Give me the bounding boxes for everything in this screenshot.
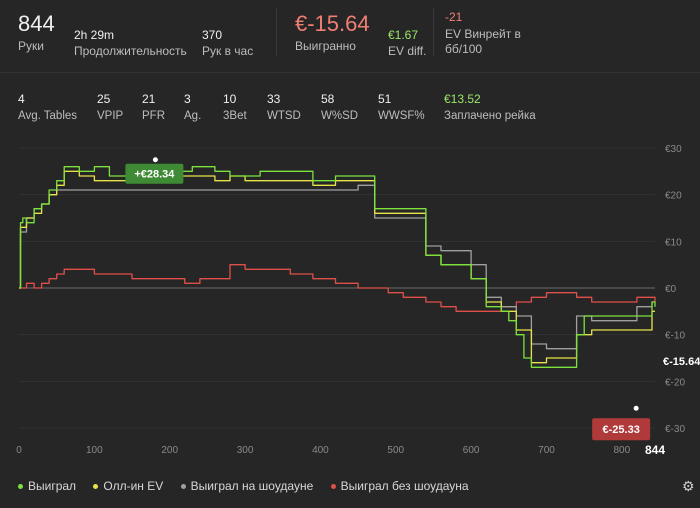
stat-3bet: 10 3Bet xyxy=(223,92,247,124)
chart-series xyxy=(19,166,656,368)
hands-stat: 844 Руки xyxy=(18,12,55,54)
legend-item-won[interactable]: Выиграл xyxy=(18,479,76,493)
stat-label: W%SD xyxy=(321,110,359,122)
stat-label: WWSF% xyxy=(378,110,425,122)
ev-diff-value: €1.67 xyxy=(388,28,419,42)
hands-per-hour-value: 370 xyxy=(202,28,223,42)
y-tick-label: €-30 xyxy=(665,424,685,435)
x-end-label: 844 xyxy=(645,443,665,457)
stat-value: 21 xyxy=(142,92,156,106)
legend-item-showdown[interactable]: Выиграл на шоудауне xyxy=(180,479,314,493)
hands-label: Руки xyxy=(18,39,44,53)
x-tick-label: 400 xyxy=(312,445,329,456)
y-tick-label: €10 xyxy=(665,237,682,248)
stat-value: 10 xyxy=(223,92,237,106)
stat-label: Avg. Tables xyxy=(18,110,78,122)
hands-per-hour-stat: 370 Рук в час xyxy=(202,28,253,59)
x-axis: 0 100 200 300 400 500 600 700 800 844 xyxy=(16,443,665,457)
session-summary: 844 Руки 2h 29m Продолжительность 370 Ру… xyxy=(0,0,700,64)
stat-vpip: 25 VPIP xyxy=(97,92,123,124)
chart-annotations: +€28.34 €-25.33 €-15.64 xyxy=(125,157,700,441)
series-line xyxy=(19,184,655,350)
x-tick-label: 500 xyxy=(387,445,404,456)
y-tick-label: €-10 xyxy=(665,331,685,342)
legend-dot xyxy=(18,484,23,490)
x-tick-label: 300 xyxy=(237,445,254,456)
legend-dot xyxy=(180,484,186,490)
legend-label: Выиграл xyxy=(28,479,77,493)
legend-label: Выиграл без шоудауна xyxy=(340,479,469,493)
ev-diff-label: EV diff. xyxy=(388,44,427,58)
y-tick-label: €30 xyxy=(665,144,682,155)
stat-value: 58 xyxy=(321,92,335,106)
legend-item-allin-ev[interactable]: Олл-ин EV xyxy=(93,479,163,493)
x-tick-label: 0 xyxy=(16,445,22,456)
stat-value: 33 xyxy=(267,92,281,106)
divider xyxy=(276,8,277,56)
stat-label: PFR xyxy=(142,110,165,122)
stat-label: WTSD xyxy=(267,110,301,122)
y-tick-label: €0 xyxy=(665,284,677,295)
hands-value: 844 xyxy=(18,11,55,36)
hands-per-hour-label: Рук в час xyxy=(202,44,254,58)
chart-grid xyxy=(19,147,655,429)
ev-diff-stat: €1.67 EV diff. xyxy=(388,28,426,59)
x-tick-label: 800 xyxy=(613,445,630,456)
stat-rake: €13.52 Заплачено рейка xyxy=(444,92,536,124)
ev-winrate-value: -21 xyxy=(445,10,463,24)
legend-label: Олл-ин EV xyxy=(103,479,164,493)
stat-value: 4 xyxy=(18,92,25,106)
stat-value: €13.52 xyxy=(444,92,481,106)
duration-stat: 2h 29m Продолжительность xyxy=(74,28,187,59)
y-tick-label: €20 xyxy=(665,191,682,202)
duration-value: 2h 29m xyxy=(74,28,115,42)
stat-pfr: 21 PFR xyxy=(142,92,165,124)
stat-label: VPIP xyxy=(97,110,124,122)
won-stat: €-15.64 Выигранно xyxy=(295,12,370,54)
min-label: €-25.33 xyxy=(603,424,640,436)
won-label: Выигранно xyxy=(295,39,356,53)
max-point-marker xyxy=(152,157,158,163)
stat-wwsf: 51 WWSF% xyxy=(378,92,425,124)
legend-dot xyxy=(93,484,99,490)
series-line xyxy=(19,166,656,368)
series-line xyxy=(19,170,655,364)
x-tick-label: 600 xyxy=(463,445,480,456)
stat-wtsd: 33 WTSD xyxy=(267,92,301,124)
max-badge xyxy=(125,163,184,184)
legend-item-non-showdown[interactable]: Выиграл без шоудауна xyxy=(330,479,469,493)
min-badge xyxy=(592,418,651,441)
stat-label: 3Bet xyxy=(223,110,247,122)
x-tick-label: 200 xyxy=(161,445,178,456)
profit-graph[interactable]: €30 €20 €10 €0 €-10 €-20 €-30 0 100 200 300 400 500… xyxy=(0,138,700,468)
end-value-label: €-15.64 xyxy=(663,356,700,368)
stat-label: Ag. xyxy=(184,110,202,122)
stat-ag: 3 Ag. xyxy=(184,92,201,124)
stat-label: Заплачено рейка xyxy=(444,110,536,122)
legend-label: Выиграл на шоудауне xyxy=(190,479,314,493)
stat-avg-tables: 4 Avg. Tables xyxy=(18,92,77,124)
stat-value: 3 xyxy=(184,92,191,106)
divider xyxy=(433,8,434,56)
series-line xyxy=(19,264,656,312)
legend-dot xyxy=(330,484,336,490)
chart-legend: Выиграл Олл-ин EV Выиграл на шоудауне Вы… xyxy=(18,479,483,493)
y-axis: €30 €20 €10 €0 €-10 €-20 €-30 xyxy=(665,144,685,435)
max-label: +€28.34 xyxy=(134,169,175,181)
divider xyxy=(0,72,700,73)
ev-winrate-stat: -21 EV Винрейт в бб/100 xyxy=(445,10,545,57)
y-tick-label: €-20 xyxy=(665,377,685,388)
min-point-marker xyxy=(633,405,639,411)
stat-wsd: 58 W%SD xyxy=(321,92,358,124)
x-tick-label: 700 xyxy=(538,445,555,456)
won-value: €-15.64 xyxy=(295,11,370,36)
gear-icon[interactable]: ⚙ xyxy=(682,478,695,494)
stat-value: 25 xyxy=(97,92,111,106)
duration-label: Продолжительность xyxy=(74,44,187,58)
ev-winrate-label: EV Винрейт в бб/100 xyxy=(445,27,521,56)
stat-value: 51 xyxy=(378,92,392,106)
x-tick-label: 100 xyxy=(86,445,103,456)
